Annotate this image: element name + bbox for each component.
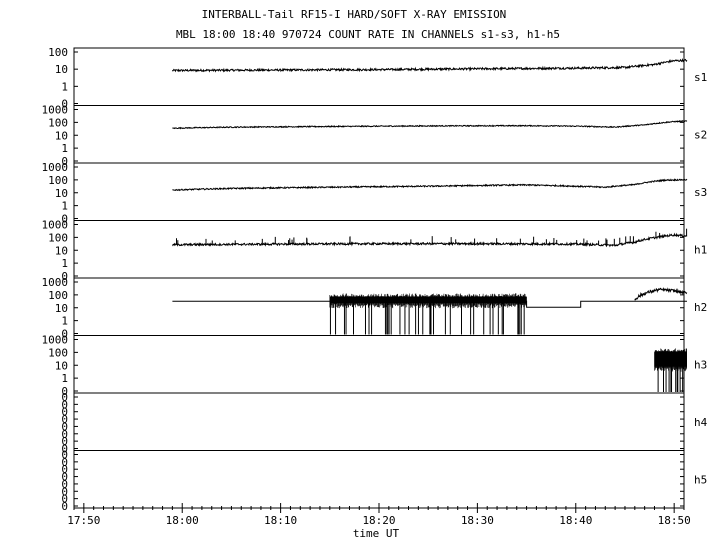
x-tick-label: 18:00	[166, 514, 199, 527]
y-tick-label: 1000	[42, 276, 69, 289]
y-tick-label: 10	[55, 187, 68, 200]
series-line	[634, 287, 688, 301]
x-axis: 17:50 18:00 18:10 18:20 18:30 18:40 18:50	[67, 503, 691, 527]
y-tick-label: 1000	[42, 161, 69, 174]
panel-label: h1	[694, 243, 707, 256]
y-tick-label: 0	[61, 443, 68, 456]
panel-label: h3	[694, 358, 707, 371]
y-tick-label: 0	[61, 98, 68, 111]
y-tick-label: 1	[61, 315, 68, 328]
y-tick-label: 0	[61, 406, 68, 419]
y-tick-label: 0	[61, 428, 68, 441]
y-tick-label: 100	[48, 231, 68, 244]
panel-frame	[73, 392, 685, 451]
y-tick-label: 0	[61, 493, 68, 506]
y-tick-label: 0	[61, 463, 68, 476]
series-line	[172, 178, 688, 192]
y-tick-label: 10	[55, 129, 68, 142]
y-tick-label: 1000	[42, 219, 69, 232]
x-axis-label: time UT	[353, 527, 400, 540]
x-tick-label: 18:40	[559, 514, 592, 527]
x-tick-label: 18:30	[461, 514, 494, 527]
y-tick-label: 0	[61, 500, 68, 513]
panel-label: s2	[694, 128, 707, 141]
y-tick-label: 1000	[42, 104, 69, 117]
y-tick-label: 10	[55, 359, 68, 372]
series-band	[329, 296, 527, 304]
y-tick-label: 0	[61, 385, 68, 398]
panel-label: h5	[694, 473, 707, 486]
y-tick-label: 0	[61, 328, 68, 341]
panel-label: s3	[694, 186, 707, 199]
y-tick-label: 0	[61, 413, 68, 426]
panel-frame	[73, 105, 685, 164]
x-tick-label: 18:10	[264, 514, 297, 527]
y-tick-label: 1	[61, 142, 68, 155]
panel-label: h2	[694, 301, 707, 314]
y-tick-label: 10	[55, 244, 68, 257]
y-tick-label: 0	[61, 449, 68, 462]
x-tick-label: 18:20	[362, 514, 395, 527]
y-tick-label: 0	[61, 485, 68, 498]
y-tick-label: 100	[48, 116, 68, 129]
y-tick-label: 0	[61, 478, 68, 491]
x-tick-label: 18:50	[658, 514, 691, 527]
y-tick-label: 10	[55, 302, 68, 315]
y-tick-label: 100	[48, 346, 68, 359]
y-tick-label: 0	[61, 213, 68, 226]
panel-frame	[73, 162, 685, 221]
panel-frame	[73, 47, 685, 106]
y-tick-label: 10	[55, 63, 68, 76]
y-tick-label: 100	[48, 289, 68, 302]
series-band-noise	[654, 348, 687, 372]
series-line	[172, 119, 688, 130]
panels-group: 1001010s110001001010s210001001010s310001…	[42, 46, 708, 513]
y-tick-label: 0	[61, 398, 68, 411]
chart-subtitle: MBL 18:00 18:40 970724 COUNT RATE IN CHA…	[176, 28, 560, 41]
y-tick-label: 100	[48, 46, 68, 59]
y-tick-label: 100	[48, 174, 68, 187]
y-tick-label: 1	[61, 80, 68, 93]
series-line	[171, 58, 688, 73]
panel-frame	[73, 220, 685, 279]
y-tick-label: 0	[61, 435, 68, 448]
panel-frame	[73, 335, 685, 394]
y-tick-label: 0	[61, 471, 68, 484]
y-tick-label: 0	[61, 391, 68, 404]
y-tick-label: 0	[61, 270, 68, 283]
panel-label: h4	[694, 416, 708, 429]
panel-frame	[73, 450, 685, 509]
y-tick-label: 0	[61, 420, 68, 433]
y-tick-label: 1	[61, 372, 68, 385]
y-tick-label: 1	[61, 257, 68, 270]
series-band-noise	[329, 293, 527, 309]
chart-title: INTERBALL-Tail RF15-I HARD/SOFT X-RAY EM…	[202, 8, 507, 21]
y-tick-label: 1	[61, 200, 68, 213]
series-line	[171, 232, 688, 248]
panel-label: s1	[694, 71, 707, 84]
y-tick-label: 0	[61, 155, 68, 168]
y-tick-label: 1000	[42, 334, 69, 347]
y-tick-label: 0	[61, 456, 68, 469]
x-tick-label: 17:50	[67, 514, 100, 527]
